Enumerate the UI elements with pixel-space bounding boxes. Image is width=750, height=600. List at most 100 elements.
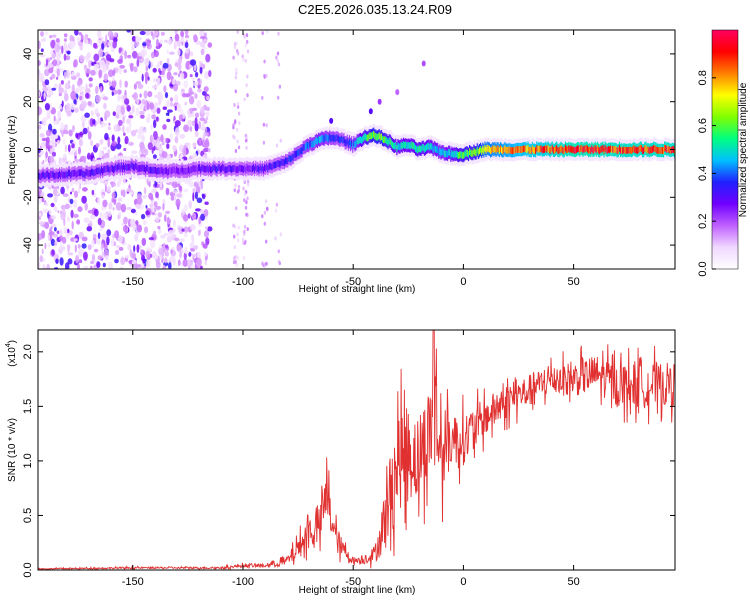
noise-blob [141,237,147,246]
noise-blob [162,62,169,69]
noise-blob [43,116,49,121]
noise-blob [368,108,373,115]
noise-blob [113,241,116,246]
ridge-core [158,167,161,174]
noise-blob [164,251,169,257]
noise-blob [168,262,172,269]
noise-blob [162,124,167,130]
noise-blob [87,126,90,133]
noise-blob [163,247,166,253]
noise-blob [161,70,165,76]
noise-blob [101,42,105,50]
noise-blob [153,230,157,236]
noise-blob [111,192,116,199]
ridge-core [658,147,661,154]
noise-blob [102,96,109,101]
noise-blob [123,132,126,136]
noise-blob [183,80,189,88]
noise-blob [88,77,93,82]
noise-blob [276,58,279,63]
noise-blob [97,232,101,239]
noise-blob [74,244,77,253]
noise-blob [264,199,268,204]
snr-multiplier-close: ) [7,340,18,343]
noise-blob [177,57,183,65]
noise-blob [188,200,192,209]
noise-blob [174,135,179,144]
noise-blob [133,245,136,253]
noise-blob [232,134,235,139]
noise-blob [188,181,195,188]
noise-blob [141,134,145,143]
noise-blob [159,39,163,45]
y-tick-label: -20 [22,189,34,205]
noise-blob [179,238,185,243]
noise-blob [71,84,75,94]
noise-blob [110,32,114,38]
noise-blob [86,73,89,78]
noise-blob [63,71,67,80]
noise-blob [176,49,181,56]
noise-blob [61,157,68,162]
noise-blob [42,37,46,42]
noise-blob [117,89,122,95]
noise-blob [277,249,280,254]
noise-blob [192,81,198,87]
noise-blob [246,74,249,79]
noise-blob [124,50,127,60]
snr-y-multiplier: (x104) [5,340,18,367]
noise-blob [263,59,266,64]
noise-blob [73,107,79,113]
noise-blob [40,31,44,37]
noise-blob [63,33,68,38]
noise-blob [44,242,47,250]
noise-blob [242,57,245,62]
noise-blob [71,150,75,156]
noise-blob [48,209,52,216]
ridge-core [653,144,656,152]
snr-multiplier-base: (x10 [7,347,18,367]
noise-blob [65,102,71,112]
noise-blob [63,42,68,51]
noise-blob [193,34,198,41]
noise-blob [102,199,108,208]
ridge-core [63,171,66,179]
ridge-core [327,135,331,143]
noise-blob [38,233,41,242]
noise-blob [104,132,109,141]
noise-blob [93,63,100,70]
noise-blob [104,243,108,251]
ridge-core [561,146,564,153]
noise-blob [140,153,146,159]
noise-blob [207,147,211,153]
noise-blob [261,95,264,100]
ridge-core [136,163,139,171]
noise-blob [173,83,178,92]
ridge-core [71,170,74,178]
noise-blob [85,83,88,92]
noise-blob [245,33,249,38]
y-tick-label: 40 [22,48,34,60]
noise-blob [77,244,81,249]
noise-blob [107,139,111,148]
noise-blob [128,141,134,146]
noise-blob [97,30,102,39]
noise-blob [85,39,89,46]
noise-blob [188,251,192,257]
noise-blob [38,40,41,50]
noise-blob [134,233,139,242]
noise-blob [114,249,120,255]
noise-blob [144,226,148,234]
noise-blob [136,58,140,68]
noise-blob [54,227,57,232]
spectrogram-marks [38,30,675,269]
noise-blob [162,264,166,269]
noise-blob [174,33,180,42]
noise-blob [112,40,117,49]
noise-blob [204,111,210,117]
noise-blob [145,75,148,85]
noise-blob [182,147,187,157]
noise-blob [190,59,197,66]
noise-blob [73,190,79,198]
noise-blob [203,32,207,37]
